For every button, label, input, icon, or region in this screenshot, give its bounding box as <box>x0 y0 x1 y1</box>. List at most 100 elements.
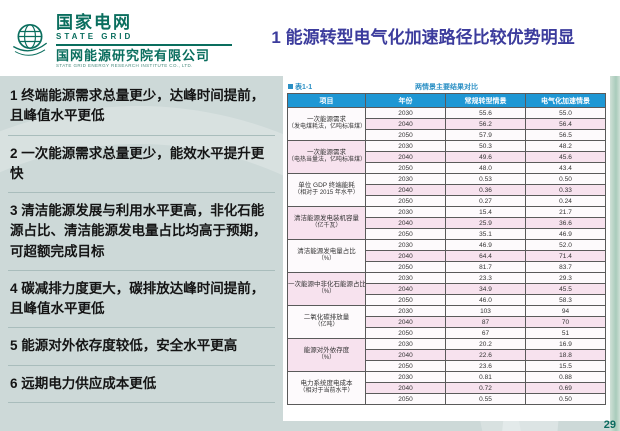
table-column-header: 常规转型情景 <box>445 93 526 108</box>
table-caption: 表1-1 两情景主要结果对比 <box>287 80 606 93</box>
table-cell: 46.9 <box>445 239 526 251</box>
row-group-label: 二氧化碳排放量 （亿吨） <box>287 305 366 339</box>
table-cell: 2040 <box>365 283 446 295</box>
table-column-header: 年份 <box>365 93 446 108</box>
row-group-label: 单位 GDP 终端能耗 （相对于 2015 年水平） <box>287 173 366 207</box>
table-cell: 2040 <box>365 151 446 163</box>
table-cell: 2040 <box>365 118 446 130</box>
table-cell: 2050 <box>365 360 446 372</box>
table-row: 2040 34.9 45.5 <box>288 283 606 295</box>
table-row: 2050 67 51 <box>288 327 606 339</box>
table-cell: 35.1 <box>445 228 526 240</box>
table-caption-title: 两情景主要结果对比 <box>415 83 478 91</box>
table-cell: 87 <box>445 316 526 328</box>
table-cell: 21.7 <box>525 206 606 218</box>
table-cell: 56.4 <box>525 118 606 130</box>
table-cell: 2050 <box>365 162 446 174</box>
table-cell: 16.9 <box>525 338 606 350</box>
table-cell: 94 <box>525 305 606 317</box>
table-row: 电力系统度电成本 （相对于当前水平） 2030 0.81 0.88 <box>287 371 606 405</box>
table-row: 2040 25.9 36.6 <box>288 217 606 229</box>
table-cell: 58.3 <box>525 294 606 306</box>
table-row: 2040 64.4 71.4 <box>288 250 606 262</box>
table-cell: 0.27 <box>445 195 526 207</box>
table-cell: 0.33 <box>525 184 606 196</box>
row-group-label: 清洁能源发电装机容量 （亿千瓦） <box>287 206 366 240</box>
table-header: 项目 年份 常规转型情景 电气化加速情景 <box>287 93 606 108</box>
table-cell: 43.4 <box>525 162 606 174</box>
table-cell: 20.2 <box>445 338 526 350</box>
table-row: 2050 23.6 15.5 <box>288 360 606 372</box>
table-row: 2050 57.9 56.5 <box>288 129 606 141</box>
table-row: 2050 48.0 43.4 <box>288 162 606 174</box>
institute-name-en: STATE GRID ENERGY RESEARCH INSTITUTE CO.… <box>56 62 193 68</box>
table-cell: 48.2 <box>525 140 606 152</box>
table-cell: 2050 <box>365 294 446 306</box>
key-point-2: 2 一次能源需求总量更少，能效水平提升更快 <box>8 136 275 193</box>
table-cell: 22.6 <box>445 349 526 361</box>
table-column-header: 电气化加速情景 <box>525 93 606 108</box>
row-group-label: 一次能源中非化石能源占比 （%） <box>287 272 366 306</box>
table-cell: 57.9 <box>445 129 526 141</box>
table-cell: 2040 <box>365 382 446 394</box>
institute-name-cn: 国网能源研究院有限公司 <box>56 47 211 63</box>
table-cell: 81.7 <box>445 261 526 273</box>
key-points-panel: 1 终端能源需求总量更少，达峰时间提前，且峰值水平更低 2 一次能源需求总量更少… <box>0 76 283 431</box>
table-row: 2050 81.7 83.7 <box>288 261 606 273</box>
logo-divider <box>56 43 232 46</box>
table-row: 一次能源需求 （电热当量法，亿吨标准煤） 2030 50.3 48.2 <box>287 140 606 174</box>
comparison-table-panel: 表1-1 两情景主要结果对比 项目 年份 常规转型情景 电气化加速情景 一次能源需求（… <box>283 76 610 421</box>
right-edge-strip <box>610 76 620 431</box>
table-cell: 55.6 <box>445 107 526 119</box>
table-cell: 29.3 <box>525 272 606 284</box>
table-row: 能源对外依存度 （%） 2030 20.2 16.9 <box>287 338 606 372</box>
table-cell: 2050 <box>365 393 446 405</box>
table-cell: 34.9 <box>445 283 526 295</box>
brand-name-cn: 国家电网 <box>56 12 132 32</box>
table-cell: 2040 <box>365 184 446 196</box>
table-row: 单位 GDP 终端能耗 （相对于 2015 年水平） 2030 0.53 0.50 <box>287 173 606 207</box>
table-cell: 70 <box>525 316 606 328</box>
table-cell: 46.0 <box>445 294 526 306</box>
table-cell: 2030 <box>365 206 446 218</box>
row-group-label: 能源对外依存度 （%） <box>287 338 366 372</box>
table-cell: 0.36 <box>445 184 526 196</box>
table-cell: 55.0 <box>525 107 606 119</box>
table-cell: 83.7 <box>525 261 606 273</box>
table-row: 2050 0.27 0.24 <box>288 195 606 207</box>
table-cell: 2030 <box>365 305 446 317</box>
table-cell: 23.6 <box>445 360 526 372</box>
table-cell: 2050 <box>365 195 446 207</box>
table-cell: 52.0 <box>525 239 606 251</box>
table-cell: 49.6 <box>445 151 526 163</box>
row-group-label: 一次能源需求 （电热当量法，亿吨标准煤） <box>287 140 366 174</box>
table-cell: 0.55 <box>445 393 526 405</box>
table-cell: 15.5 <box>525 360 606 372</box>
table-cell: 2050 <box>365 327 446 339</box>
table-row: 一次能源中非化石能源占比 （%） 2030 23.3 29.3 <box>287 272 606 306</box>
table-cell: 2050 <box>365 129 446 141</box>
key-point-6: 6 远期电力供应成本更低 <box>8 366 275 403</box>
table-cell: 0.72 <box>445 382 526 394</box>
table-cell: 2040 <box>365 250 446 262</box>
table-row: 2040 49.6 45.6 <box>288 151 606 163</box>
table-header-row: 项目 年份 常规转型情景 电气化加速情景 <box>287 93 606 108</box>
table-column-header: 项目 <box>287 93 366 108</box>
table-cell: 2030 <box>365 107 446 119</box>
slide-title: 1 能源转型电气化加速路径比较优势明显 <box>271 27 575 47</box>
table-row: 清洁能源发电量占比 （%） 2030 46.9 52.0 <box>287 239 606 273</box>
table-row: 2040 87 70 <box>288 316 606 328</box>
table-cell: 56.2 <box>445 118 526 130</box>
key-point-4: 4 碳减排力度更大，碳排放达峰时间提前，且峰值水平更低 <box>8 271 275 329</box>
table-cell: 2030 <box>365 272 446 284</box>
row-group-label: 一次能源需求 （发电煤耗法，亿吨标准煤） <box>287 107 366 141</box>
table-cell: 0.24 <box>525 195 606 207</box>
table-cell: 2030 <box>365 140 446 152</box>
table-cell: 0.50 <box>525 393 606 405</box>
table-cell: 46.9 <box>525 228 606 240</box>
table-cell: 18.8 <box>525 349 606 361</box>
key-point-5: 5 能源对外依存度较低，安全水平更高 <box>8 328 275 366</box>
table-row: 清洁能源发电装机容量 （亿千瓦） 2030 15.4 21.7 <box>287 206 606 240</box>
table-cell: 2030 <box>365 239 446 251</box>
